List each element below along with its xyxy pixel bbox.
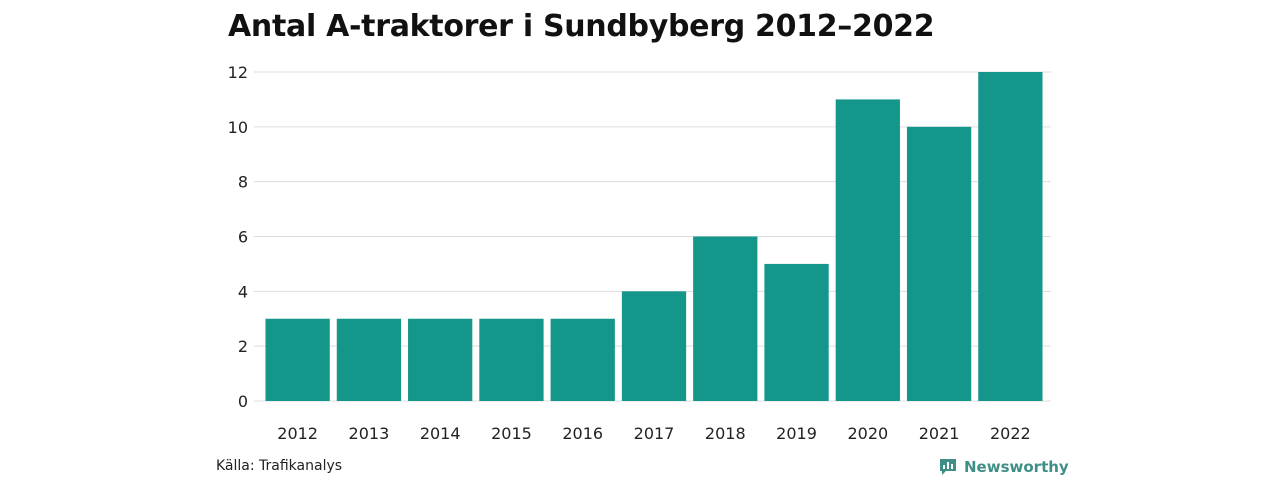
x-tick-label: 2013 (349, 424, 390, 443)
bar-2017 (621, 291, 687, 401)
bar-2014 (408, 318, 473, 401)
newsworthy-logo: Newsworthy (938, 455, 1069, 479)
x-tick-label: 2022 (990, 424, 1031, 443)
bar-2015 (479, 318, 544, 401)
x-tick-label: 2012 (277, 424, 318, 443)
y-tick-label: 6 (238, 228, 248, 247)
y-axis-tick-labels: 0 2 4 6 8 10 12 (228, 63, 248, 411)
bar-2019 (764, 263, 829, 401)
x-tick-label: 2021 (919, 424, 960, 443)
brand-name: Newsworthy (964, 458, 1069, 476)
y-tick-label: 10 (228, 118, 248, 137)
newsworthy-logo-icon (940, 459, 956, 475)
x-tick-label: 2017 (634, 424, 675, 443)
bar-2018 (693, 236, 758, 401)
y-tick-label: 2 (238, 337, 248, 356)
x-axis-tick-labels: 2012 2013 2014 2015 2016 2017 2018 2019 2020 2021… (277, 424, 1030, 443)
bar-2013 (336, 318, 402, 401)
y-tick-label: 0 (238, 392, 248, 411)
bar-2022 (978, 72, 1043, 401)
x-tick-label: 2016 (562, 424, 603, 443)
bars (265, 72, 1043, 402)
bar-2016 (550, 318, 615, 401)
x-tick-label: 2014 (420, 424, 461, 443)
x-tick-label: 2019 (776, 424, 817, 443)
bar-2021 (906, 126, 972, 401)
x-tick-label: 2018 (705, 424, 746, 443)
bar-2012 (265, 318, 330, 401)
source-note: Källa: Trafikanalys (216, 458, 343, 474)
y-tick-label: 8 (238, 173, 248, 192)
x-tick-label: 2015 (491, 424, 532, 443)
x-tick-label: 2020 (847, 424, 888, 443)
y-tick-label: 4 (238, 282, 248, 301)
bar-2020 (835, 99, 900, 402)
y-tick-label: 12 (228, 63, 248, 82)
chart-title: Antal A-traktorer i Sundbyberg 2012–2022 (228, 9, 935, 44)
